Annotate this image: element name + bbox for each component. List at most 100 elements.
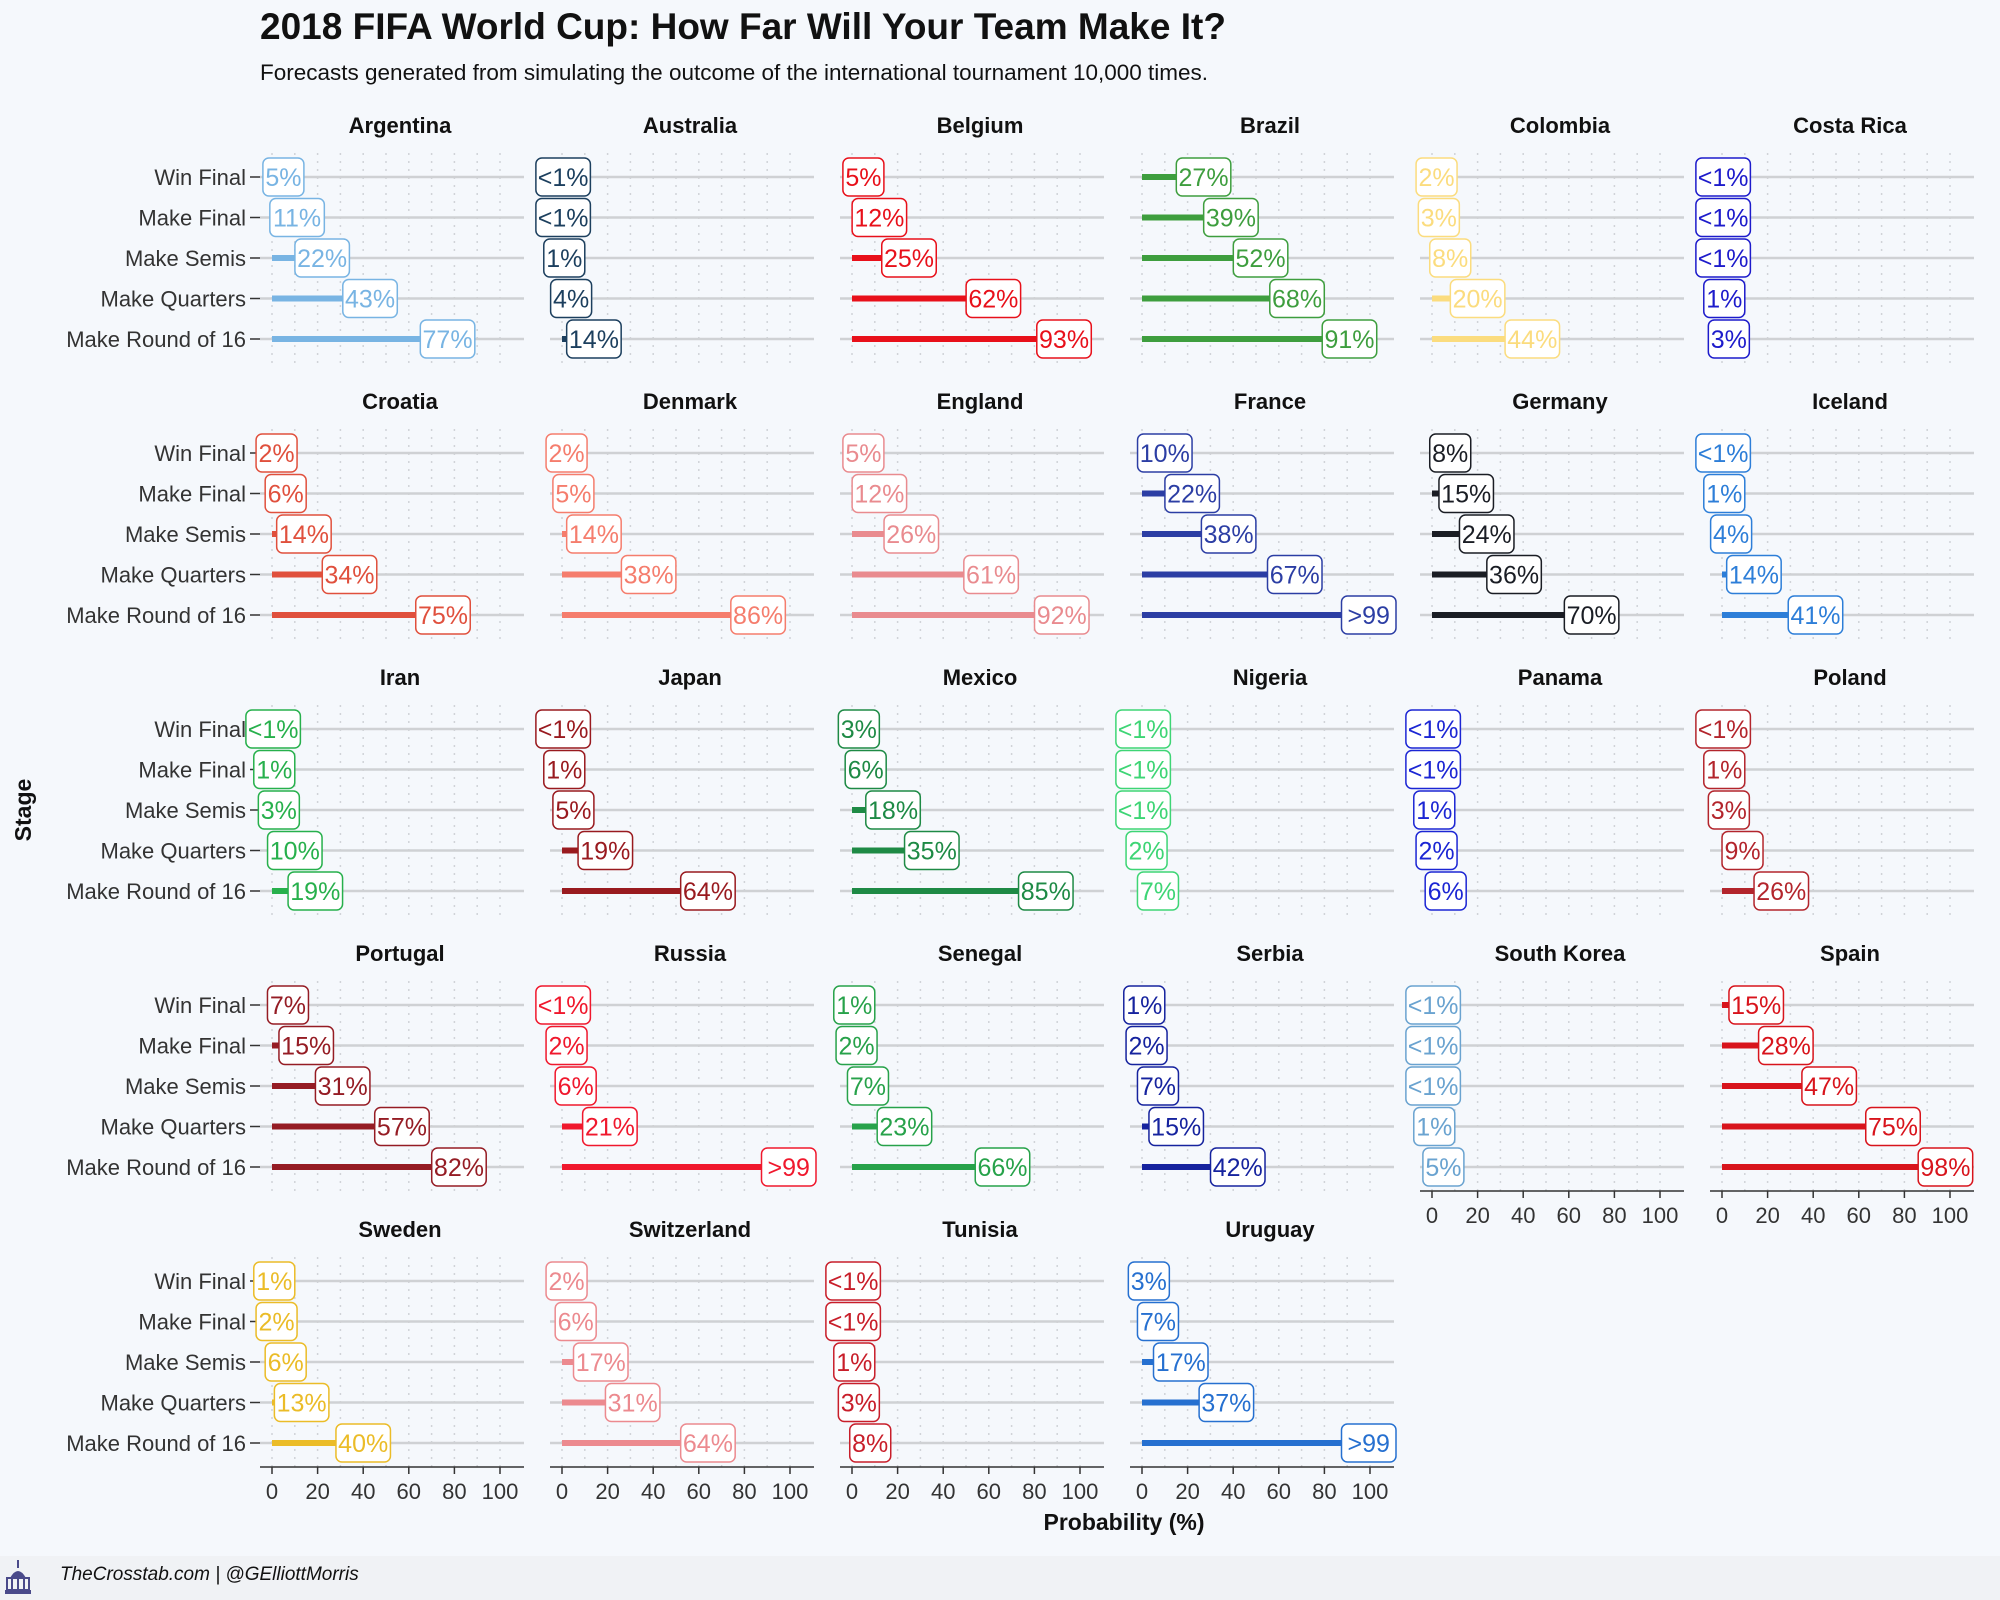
value-label: 2% — [838, 1033, 874, 1061]
value-label: 7% — [1140, 878, 1176, 906]
value-label-box — [1865, 1106, 1921, 1147]
value-label-box — [1405, 749, 1462, 790]
value-label-box — [833, 1342, 876, 1382]
panel-title: Iceland — [1812, 389, 1888, 414]
value-label: <1% — [538, 205, 589, 233]
value-label: 6% — [1428, 878, 1464, 906]
panel-title: Denmark — [643, 389, 738, 414]
value-label: 31% — [608, 1390, 658, 1418]
value-label-box — [1438, 473, 1495, 514]
value-label: 2% — [548, 440, 584, 468]
value-label-box — [1136, 1066, 1180, 1106]
value-label: <1% — [1408, 1073, 1459, 1101]
x-tick-label: 60 — [397, 1479, 421, 1504]
value-label: 75% — [1868, 1114, 1918, 1142]
value-label: 82% — [434, 1154, 484, 1182]
value-label-box — [1721, 830, 1764, 871]
value-label-box — [264, 1342, 307, 1382]
value-label: 20% — [1453, 286, 1503, 314]
value-label-box — [1753, 871, 1810, 911]
value-label-box — [1115, 749, 1172, 790]
value-label-box — [257, 790, 301, 830]
value-label: 26% — [1756, 878, 1806, 906]
value-label: <1% — [1408, 757, 1459, 785]
value-label: 15% — [1151, 1114, 1201, 1142]
value-label: 2% — [1418, 164, 1454, 192]
panel-title: Uruguay — [1225, 1217, 1315, 1242]
value-label-box — [1123, 985, 1166, 1025]
value-label-box — [1232, 238, 1289, 278]
panel-australia: Australia <1% <1% 1% 4% 14% — [535, 113, 814, 363]
panel-title: England — [937, 389, 1024, 414]
value-label: <1% — [828, 1268, 879, 1296]
value-label-box — [1695, 157, 1752, 197]
value-label-box — [535, 709, 592, 749]
value-label: 75% — [418, 602, 468, 630]
panel-switzerland: Switzerland 2% 6% 17% 31% 64% 0 20 40 60 80 100 — [545, 1217, 814, 1504]
panel-iran: Iran Win Final Make Final Make Semis Make Qu… — [66, 665, 524, 915]
value-label: <1% — [248, 716, 299, 744]
value-label: 62% — [968, 286, 1018, 314]
panel-iceland: Iceland <1% 1% 4% 14% 41% — [1695, 389, 1974, 639]
value-label-box — [963, 554, 1020, 595]
value-label-box — [1725, 554, 1782, 595]
value-label: 3% — [1421, 205, 1457, 233]
value-label-box — [1136, 1301, 1180, 1342]
panel-tunisia: Tunisia <1% <1% 1% 3% 8% 0 20 40 60 80 100 — [825, 1217, 1104, 1504]
x-tick-label: 0 — [556, 1479, 568, 1504]
value-label-box — [1695, 433, 1752, 473]
stage-label: Make Quarters — [101, 839, 247, 864]
value-label-box — [373, 1106, 430, 1147]
value-label-box — [342, 278, 399, 319]
x-tick-label: 80 — [1312, 1479, 1336, 1504]
x-tick-label: 100 — [772, 1479, 809, 1504]
value-label: 7% — [850, 1073, 886, 1101]
value-label-box — [1405, 1025, 1462, 1066]
value-label: 14% — [569, 521, 619, 549]
value-label: 28% — [1761, 1033, 1811, 1061]
panel-france: France 10% 22% 38% 67% >99 — [1130, 389, 1397, 639]
value-label: 64% — [683, 1430, 733, 1458]
value-label: 47% — [1804, 1073, 1854, 1101]
panel-denmark: Denmark 2% 5% 14%38% 86% — [545, 389, 814, 639]
x-tick-label: 100 — [1932, 1203, 1969, 1228]
value-label: 6% — [558, 1309, 594, 1337]
value-label-box — [543, 238, 586, 278]
panel-title: Sweden — [358, 1217, 441, 1242]
panel-title: Poland — [1813, 665, 1886, 690]
value-label-box — [266, 985, 310, 1025]
value-label-box — [1428, 433, 1472, 473]
stage-label: Make Quarters — [101, 1115, 247, 1140]
value-label-box — [1703, 278, 1746, 319]
stage-label: Make Quarters — [101, 563, 247, 588]
chart-title: 2018 FIFA World Cup: How Far Will Your T… — [260, 6, 1226, 47]
value-label-box — [1405, 1066, 1462, 1106]
panel-germany: Germany 8% 15% 24% 36% 70% — [1420, 389, 1684, 639]
value-label-box — [1707, 319, 1751, 359]
value-label-box — [1136, 871, 1180, 911]
value-label: 92% — [1037, 602, 1087, 630]
value-label-box — [275, 514, 332, 554]
panel-belgium: Belgium 5% 12% 25% 62% 93% — [840, 113, 1104, 363]
panel-title: Serbia — [1236, 941, 1304, 966]
x-tick-label: 0 — [1716, 1203, 1728, 1228]
value-label-box — [620, 554, 677, 595]
value-label: <1% — [538, 716, 589, 744]
value-label-box — [1266, 554, 1323, 595]
value-label: <1% — [1118, 716, 1169, 744]
value-label-box — [881, 238, 937, 278]
value-label: 6% — [268, 481, 304, 509]
value-label-box — [1486, 554, 1543, 595]
x-tick-label: 0 — [266, 1479, 278, 1504]
stage-label: Make Final — [138, 758, 246, 783]
value-label: 15% — [281, 1033, 331, 1061]
value-label-box — [1801, 1066, 1858, 1106]
value-label-box — [294, 238, 351, 278]
panel-panama: Panama <1% <1% 1% 2% 6% — [1405, 665, 1684, 915]
value-label: 1% — [1706, 481, 1742, 509]
value-label: 61% — [966, 562, 1016, 590]
value-label-box — [846, 1066, 890, 1106]
value-label: 1% — [256, 757, 292, 785]
value-label: 12% — [854, 481, 904, 509]
value-label: 7% — [270, 992, 306, 1020]
